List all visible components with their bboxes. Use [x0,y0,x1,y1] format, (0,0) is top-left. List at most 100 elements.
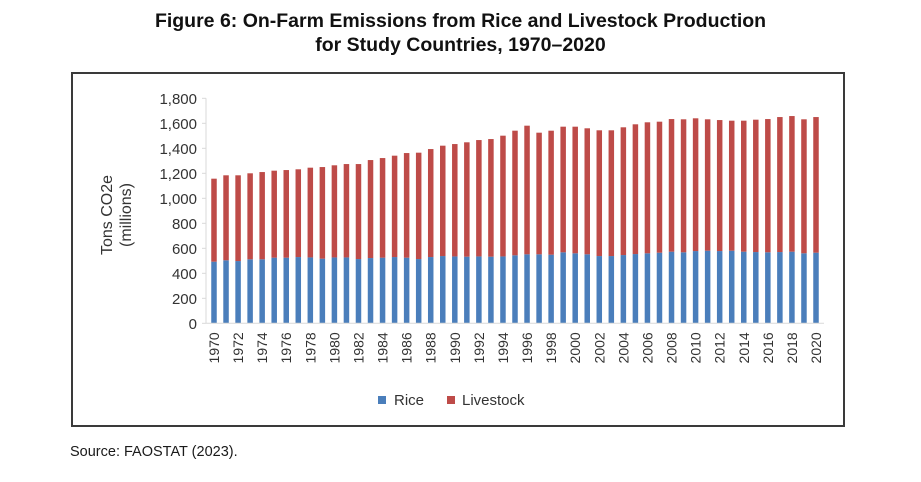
bar-rice-1971 [223,260,229,324]
x-tick-label: 1992 [471,332,487,363]
y-tick-label: 1,800 [159,91,197,108]
x-tick-label: 1974 [254,332,270,363]
x-tick-label: 1978 [302,332,318,363]
bar-livestock-1985 [391,155,398,258]
y-tick-label: 1,200 [159,166,197,183]
bar-livestock-1972 [235,175,241,262]
y-tick-label: 800 [172,216,197,233]
bar-livestock-2011 [704,119,711,251]
y-tick-label: 600 [172,241,197,258]
bar-rice-1974 [259,259,265,324]
bar-rice-2014 [741,251,747,324]
bar-livestock-1998 [548,130,554,255]
bar-livestock-1978 [307,167,314,258]
bar-livestock-1999 [560,126,566,253]
bar-rice-1976 [283,257,289,324]
bar-livestock-2014 [741,120,747,252]
bar-rice-1972 [235,261,241,324]
bar-livestock-2012 [716,120,723,252]
bar-rice-1984 [379,257,386,324]
bar-livestock-2004 [620,127,627,256]
bar-rice-2016 [765,252,771,324]
bar-rice-1975 [271,257,277,324]
bar-rice-2001 [584,254,590,324]
x-tick-label: 2018 [784,332,800,363]
bar-rice-2019 [801,253,807,324]
bar-livestock-1974 [259,172,265,260]
y-tick-label: 1,000 [159,191,197,208]
bar-rice-1973 [247,259,253,324]
y-axis-title-line-2: (millions) [118,183,135,247]
bar-livestock-2018 [789,116,795,252]
x-tick-label: 2006 [639,332,655,363]
bar-rice-2002 [596,256,603,324]
bar-rice-1990 [452,256,458,324]
bar-rice-2018 [789,251,795,324]
bar-livestock-1997 [536,132,542,255]
bar-livestock-1971 [223,175,229,261]
x-axis: 1970 1972 1974 1976 1978 1980 1982 1984 1986 1988… [206,322,824,363]
bar-rice-1977 [295,257,302,324]
bar-livestock-1977 [295,169,302,258]
bar-rice-1980 [331,257,338,324]
bar-livestock-1979 [319,167,326,259]
legend-swatch-livestock [447,396,455,404]
bar-rice-2015 [753,252,759,324]
x-tick-label: 1998 [543,332,559,363]
bar-livestock-1988 [427,149,434,258]
bar-rice-2007 [656,252,663,324]
bar-rice-2000 [572,253,578,324]
x-tick-label: 2010 [688,332,704,363]
y-tick-label: 400 [172,266,197,283]
bar-rice-1991 [464,256,470,324]
bar-rice-1987 [415,259,422,324]
bar-livestock-1996 [524,125,530,255]
bar-rice-1995 [512,255,518,324]
bar-livestock-2009 [680,119,687,253]
bar-livestock-2019 [801,119,807,254]
x-tick-label: 1990 [447,332,463,363]
bar-livestock-1995 [512,130,518,256]
chart-title-line-1: Figure 6: On-Farm Emissions from Rice an… [154,10,767,32]
bar-livestock-2010 [692,118,699,252]
bar-livestock-2013 [728,120,735,251]
bar-livestock-2001 [584,128,590,255]
x-tick-label: 1972 [230,332,246,363]
bar-livestock-1984 [379,158,386,258]
bar-rice-1985 [391,257,398,324]
legend-label-rice: Rice [394,392,424,409]
bar-rice-2009 [680,252,687,324]
bar-rice-1983 [367,258,374,324]
legend-swatch-rice [378,396,386,404]
x-tick-label: 2016 [760,332,776,363]
bar-livestock-1973 [247,173,253,260]
x-tick-label: 2004 [615,332,631,363]
x-tick-label: 1976 [278,332,294,363]
source-note: Source: FAOSTAT (2023). [70,444,238,460]
chart-frame [71,72,845,427]
bar-livestock-2020 [813,117,819,253]
bar-livestock-2002 [596,130,603,257]
bar-livestock-2015 [753,119,759,253]
bar-rice-2004 [620,255,627,324]
y-tick-label: 0 [189,316,197,333]
bar-rice-1988 [427,257,434,324]
y-axis-title-line-1: Tons CO2e [99,175,116,255]
bar-rice-1996 [524,254,530,324]
bar-livestock-2006 [644,122,651,254]
bar-livestock-2005 [632,124,639,255]
bar-rice-1999 [560,252,566,324]
y-tick-label: 200 [172,291,197,308]
x-tick-label: 2014 [736,332,752,363]
bar-rice-1993 [488,256,494,324]
bars [211,116,819,324]
bar-rice-2006 [644,253,651,324]
bar-livestock-2000 [572,126,578,254]
bar-livestock-2003 [608,130,615,257]
bar-livestock-1987 [415,152,422,260]
bar-livestock-1992 [476,140,482,257]
bar-rice-1982 [355,259,362,324]
legend-label-livestock: Livestock [462,392,525,409]
bar-rice-2017 [777,252,783,324]
